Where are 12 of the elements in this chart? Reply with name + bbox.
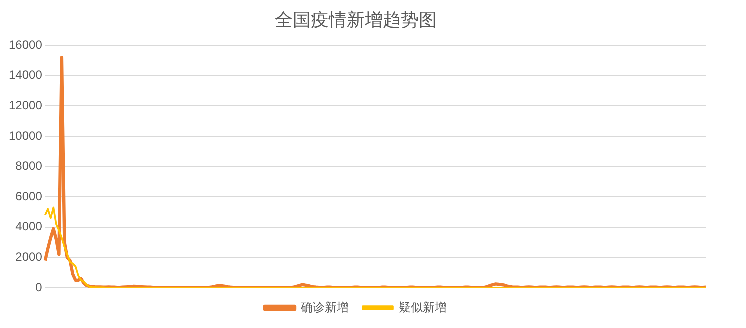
y-tick-label: 2000 [16, 250, 43, 264]
y-tick-label: 6000 [16, 189, 43, 204]
y-tick-label: 10000 [8, 128, 43, 143]
y-tick-label: 8000 [16, 159, 43, 174]
y-tick-label: 14000 [8, 68, 43, 82]
y-tick-label: 4000 [16, 220, 43, 234]
legend-label: 疑似新增 [399, 300, 447, 314]
chart-title: 全国疫情新增趋势图 [275, 10, 437, 30]
y-tick-label: 16000 [8, 38, 43, 52]
legend-label: 确诊新增 [300, 300, 349, 314]
y-tick-label: 0 [36, 280, 43, 294]
y-tick-label: 12000 [8, 98, 43, 113]
